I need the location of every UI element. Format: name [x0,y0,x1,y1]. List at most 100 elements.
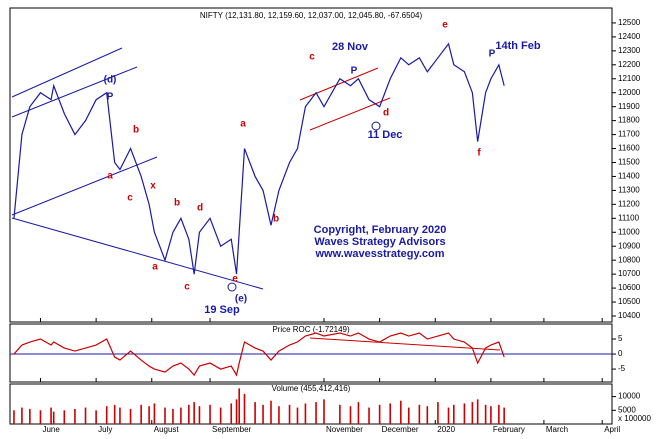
marker-circle [227,282,237,292]
volume-bar [498,404,500,424]
y-tick-label: 0 [618,349,623,358]
y-tick-label: 10600 [618,283,641,292]
annotation: 19 Sep [204,304,240,316]
annotation: c [127,193,133,204]
annotation: P [351,66,358,77]
x-tick-label: March [546,425,568,434]
series-line [13,332,505,377]
x-tick-label: April [604,425,620,434]
annotation: a [152,262,158,273]
volume-bar [270,400,272,424]
marker-circle [371,121,381,131]
y-tick-label: 11000 [618,227,640,236]
y-tick-label: 10000 [618,392,641,401]
x-tick-label: November [326,425,363,434]
volume-bar [172,408,174,424]
y-tick-label: 11900 [618,102,640,111]
roc-panel [9,323,613,383]
channel-line [309,97,391,131]
volume-bar [164,407,166,424]
y-tick-label: 12000 [618,88,641,97]
y-tick-label: 11600 [618,144,640,153]
trend-line [11,66,138,118]
volume-bar [129,408,132,424]
annotation: a [240,119,246,130]
roc-trend-line [309,337,501,351]
y-tick-label: 11300 [618,186,640,195]
trend-line [11,217,264,290]
annotations: (d) P b a x c b d a c e (e) 19 Sep a b c… [104,20,541,316]
volume-bar [288,404,291,424]
annotation: c [309,52,315,63]
volume-bar [400,400,402,424]
volume-bar [180,407,182,424]
annotation: P [107,92,114,103]
volume-bar [471,402,474,424]
volume-bar [463,403,466,424]
x-tick-label: June [42,425,60,434]
volume-bar [113,404,116,424]
annotation: f [477,148,481,159]
volume-bar [296,407,299,424]
annotation: c [184,282,190,293]
volume-bar [29,408,31,424]
volume-bar [153,403,156,424]
x-tick-label: 2020 [437,425,455,434]
volume-bar [323,399,325,424]
y-tick-label: -5 [618,364,626,373]
trend-lines [11,47,501,351]
volume-bar [140,404,142,424]
x-tick-label: August [154,425,180,434]
annotation: d [383,108,389,119]
y-tick-label: 11800 [618,116,640,125]
copyright: Waves Strategy Advisors [314,236,445,248]
x-tick-label: February [493,425,525,434]
volume-panel [9,383,613,425]
volume-bar [389,403,392,424]
volume-bar [188,404,190,424]
annotation: x [150,181,156,192]
volume-bar [219,407,222,424]
volume-bar [230,403,233,424]
volume-bar [105,406,108,424]
volume-bar [148,406,150,424]
volume-bar [119,407,121,424]
y-tick-label: 12400 [618,32,641,41]
volume-bar [193,402,195,424]
volume-bar [453,404,455,424]
y-tick-label: 12200 [618,60,641,69]
volume-bar [503,407,505,424]
volume-unit: x 100000 [618,414,651,423]
y-tick-label: 10800 [618,255,641,264]
x-tick-label: July [98,425,112,434]
annotation: 14th Feb [495,40,541,52]
volume-bar [254,402,256,424]
y-tick-label: 12300 [618,46,641,55]
volume-bar [262,404,264,424]
annotation: (e) [235,294,247,305]
channel-line [299,67,379,101]
volume-bar [418,404,421,424]
trend-line [11,47,123,98]
volume-bar [378,404,381,424]
annotation: d [197,203,203,214]
volume-bar [13,410,15,424]
volume-bar [238,388,240,424]
volume-bar [447,407,450,424]
volume-bar [209,404,211,424]
y-tick-label: 12500 [618,18,641,27]
annotation: P [489,49,496,60]
volume-bar [490,406,492,424]
y-tick-label: 12100 [618,74,641,83]
y-tick-label: 5 [618,334,623,343]
volume-bar [357,402,360,424]
y-tick-label: 10700 [618,269,641,278]
y-tick-label: 11500 [618,158,640,167]
volume-bar [235,399,238,424]
annotation: e [232,274,238,285]
annotation: 28 Nov [332,41,369,53]
y-tick-label: 11100 [618,213,640,222]
volume-bar [437,402,439,424]
annotation: e [442,20,448,31]
copyright: www.wavesstrategy.com [315,248,445,260]
